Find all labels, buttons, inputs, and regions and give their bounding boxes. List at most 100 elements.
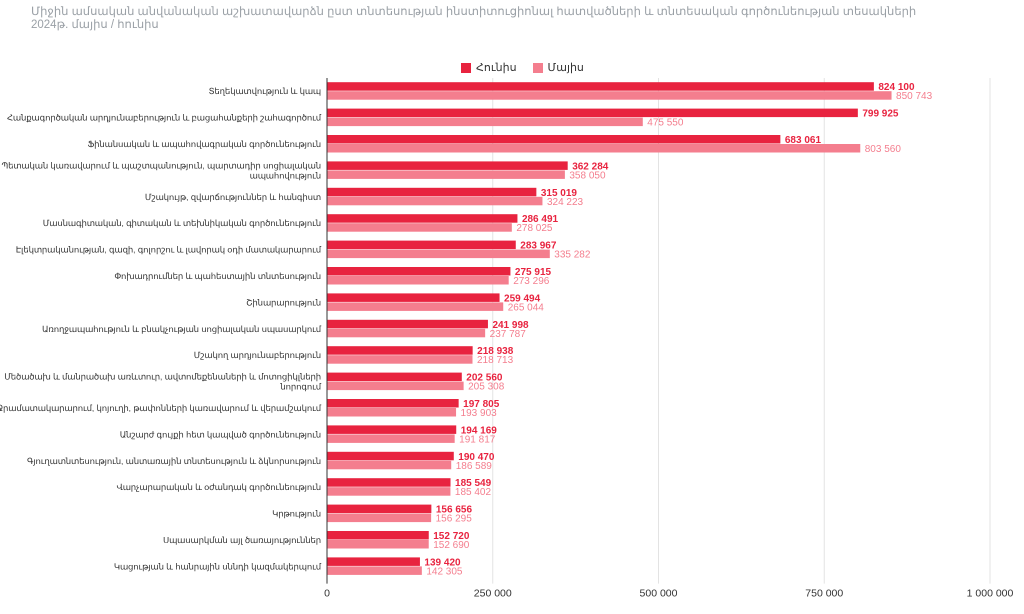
data-label-may: 335 282 xyxy=(554,250,591,261)
data-label-june: 139 420 xyxy=(424,557,461,568)
bar-may xyxy=(327,91,892,100)
bar-june xyxy=(327,108,858,118)
bar-may xyxy=(327,170,565,179)
data-label-may: 273 296 xyxy=(513,276,550,287)
data-label-may: 324 223 xyxy=(547,197,584,208)
bar-may xyxy=(327,302,504,311)
bar-may xyxy=(327,117,643,127)
bar-june xyxy=(327,346,473,355)
data-label-june: 283 967 xyxy=(520,241,557,252)
x-tick-label: 750 000 xyxy=(805,588,843,600)
bar-june xyxy=(327,187,537,197)
category-label: Ջրամատակարարում, կոյուղի, թափոնների կառա… xyxy=(0,403,322,413)
bar-may xyxy=(327,355,473,364)
data-label-may: 475 550 xyxy=(647,118,684,129)
bar-may xyxy=(327,223,512,232)
chart-title: Միջին ամսական անվանական աշխատավարձն ըստ … xyxy=(31,6,917,18)
bar-june xyxy=(327,267,511,276)
data-label-may: 186 589 xyxy=(456,461,493,472)
bar-may xyxy=(327,513,432,523)
legend-label-june: Հունիս xyxy=(476,62,517,74)
data-label-may: 193 903 xyxy=(461,408,498,419)
bar-june xyxy=(327,399,459,408)
data-label-may: 185 402 xyxy=(455,487,492,498)
bar-may xyxy=(327,434,455,443)
bar-june xyxy=(327,161,568,170)
category-label: Մշակող արդյունաբերություն xyxy=(194,350,321,360)
data-label-june: 286 491 xyxy=(522,214,559,225)
bar-june xyxy=(327,214,518,223)
data-label-may: 152 690 xyxy=(433,540,470,551)
data-label-june: 202 560 xyxy=(466,373,503,384)
bar-june xyxy=(327,451,454,461)
data-label-june: 152 720 xyxy=(433,531,470,542)
bar-june xyxy=(327,425,457,434)
data-label-may: 191 817 xyxy=(459,434,496,445)
data-label-june: 156 656 xyxy=(436,505,473,516)
bar-may xyxy=(327,276,509,285)
legend: Հունիս Մայիս xyxy=(461,61,584,74)
data-label-may: 265 044 xyxy=(508,302,545,313)
bar-june xyxy=(327,82,874,91)
bar-may xyxy=(327,566,422,575)
legend-item-june[interactable]: Հունիս xyxy=(461,61,517,74)
category-label: Տեղեկատվություն և կապ xyxy=(209,86,321,96)
bar-june xyxy=(327,135,781,144)
category-label: Պետական կառավարում և պաշտպանություն, պար… xyxy=(1,160,321,170)
bar-may xyxy=(327,381,464,391)
data-label-may: 278 025 xyxy=(516,223,553,234)
bar-may xyxy=(327,144,861,153)
data-label-june: 185 549 xyxy=(455,478,492,489)
data-label-june: 241 998 xyxy=(492,320,529,331)
category-label: Կրթություն xyxy=(272,509,321,519)
data-label-may: 205 308 xyxy=(468,382,505,393)
data-label-june: 683 061 xyxy=(785,135,822,146)
bar-june xyxy=(327,372,462,382)
bar-may xyxy=(327,196,543,206)
category-label: Փոխադրումներ և պահեստային տնտեսություն xyxy=(114,271,321,281)
category-label: Վարչարարական և օժանդակ գործունեություն xyxy=(116,482,321,492)
data-label-june: 362 284 xyxy=(572,161,609,172)
data-label-may: 237 787 xyxy=(490,329,527,340)
data-label-may: 803 560 xyxy=(865,144,902,155)
x-tick-label: 500 000 xyxy=(640,588,678,600)
x-tick-label: 0 xyxy=(324,588,330,600)
category-label: ապահովություն xyxy=(250,170,321,180)
category-label: Շինարարություն xyxy=(246,297,321,307)
category-label: Ֆինանսական և ապահովագրական գործունեությո… xyxy=(88,139,321,149)
bar-june xyxy=(327,531,429,540)
bar-may xyxy=(327,408,457,417)
category-label: նորոգում xyxy=(279,382,321,392)
bar-may xyxy=(327,540,429,549)
bar-june xyxy=(327,557,420,566)
category-label: Առողջապահություն և բնակչության սոցիալակա… xyxy=(42,324,322,334)
data-label-june: 259 494 xyxy=(504,293,541,304)
chart-subtitle: 2024թ. մայիս / հունիս xyxy=(31,19,159,31)
category-label: Գյուղատնտեսություն, անտառային տնտեսությո… xyxy=(27,456,321,466)
bar-may xyxy=(327,460,452,470)
x-tick-label: 1 000 000 xyxy=(967,588,1014,600)
data-label-may: 850 743 xyxy=(896,91,933,102)
data-label-june: 218 938 xyxy=(477,346,514,357)
category-label: Անշարժ գույքի հետ կապված գործունեություն xyxy=(120,429,321,439)
data-label-may: 142 305 xyxy=(426,566,463,577)
category-label: Մեծածախ և մանրածախ առևտուր, ավտոմեքենանե… xyxy=(4,372,321,382)
bar-june xyxy=(327,240,516,250)
legend-item-may[interactable]: Մայիս xyxy=(532,61,584,74)
data-label-june: 194 169 xyxy=(461,425,498,436)
category-label: Հանքագործական արդյունաբերություն և բացահ… xyxy=(7,113,322,123)
bar-june xyxy=(327,293,500,302)
legend-label-may: Մայիս xyxy=(547,62,584,74)
category-label: Սպասարկման այլ ծառայություններ xyxy=(163,535,321,545)
bar-may xyxy=(327,487,451,496)
bar-may xyxy=(327,328,486,338)
data-label-june: 197 805 xyxy=(463,399,500,410)
data-label-may: 218 713 xyxy=(477,355,514,366)
data-label-may: 358 050 xyxy=(569,170,606,181)
bar-may xyxy=(327,249,550,259)
bar-june xyxy=(327,478,451,487)
category-label: Էլեկտրականության, գազի, գոլորշու և լավոր… xyxy=(16,245,322,255)
legend-swatch-may xyxy=(532,62,543,73)
bar-june xyxy=(327,319,488,329)
